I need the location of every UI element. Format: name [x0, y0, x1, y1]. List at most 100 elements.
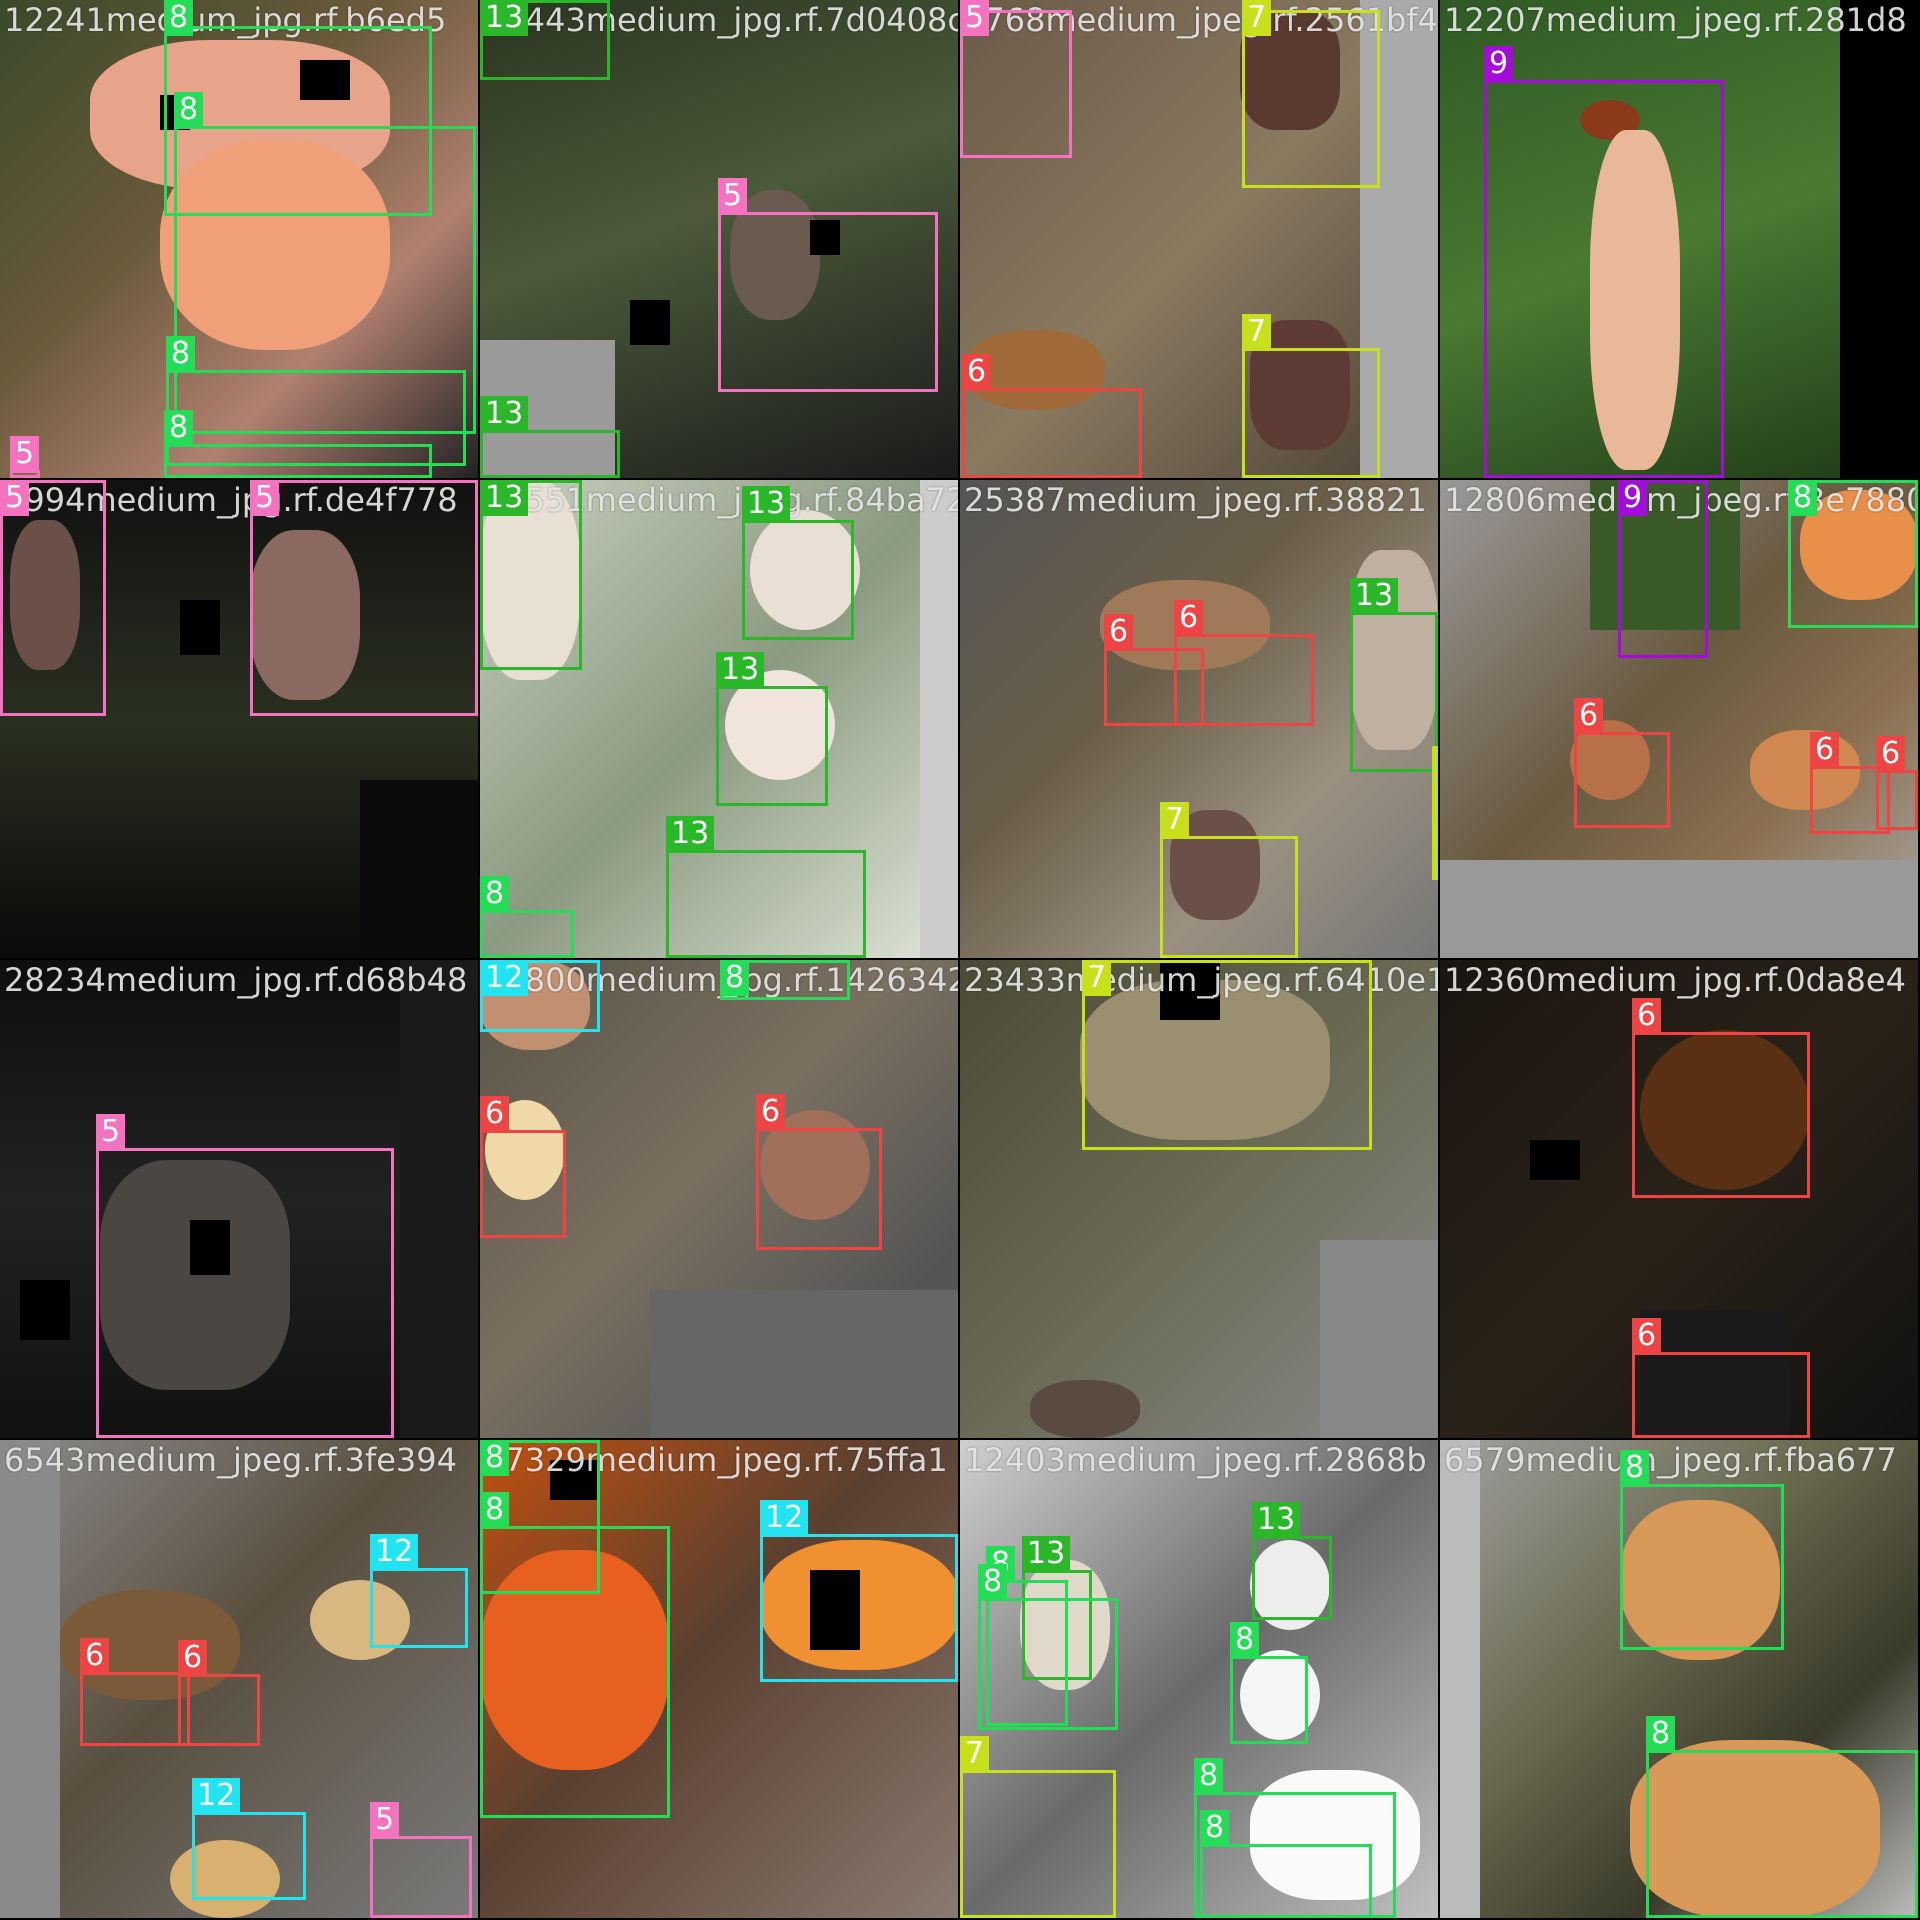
- class-label: 13: [480, 0, 529, 36]
- bounding-box: [1200, 1844, 1372, 1918]
- bounding-box: [1242, 348, 1380, 478]
- class-label: 6: [1876, 736, 1906, 772]
- class-label: 8: [720, 960, 750, 996]
- photo-region: [550, 1460, 600, 1500]
- bounding-box: [1632, 1032, 1810, 1198]
- mosaic-tile: 28234medium_jpg.rf.d68b48 5: [0, 960, 478, 1438]
- class-label: 13: [1252, 1502, 1301, 1538]
- bounding-box: [174, 126, 476, 434]
- class-label: 8: [1194, 1758, 1224, 1794]
- bounding-box: [178, 1674, 260, 1746]
- photo-region: [1440, 860, 1918, 958]
- mosaic-tile: 12241medium_jpg.rf.b6ed5888813885: [0, 0, 478, 478]
- image-filename: 1994medium_jpg.rf.de4f778: [4, 481, 458, 519]
- bounding-box: [1620, 1484, 1784, 1650]
- photo-region: [1640, 1310, 1790, 1438]
- class-label: 5: [960, 0, 990, 36]
- class-label: 6: [1174, 600, 1204, 636]
- image-filename: 6579medium_jpeg.rf.fba677: [1444, 1441, 1897, 1479]
- bounding-box: [1082, 960, 1372, 1150]
- photo-region: [920, 480, 958, 958]
- class-label: 8: [480, 876, 510, 912]
- image-filename: 23433medium_jpeg.rf.6410e1: [964, 961, 1438, 999]
- class-label: 6: [1810, 732, 1840, 768]
- class-label: 9: [1618, 480, 1648, 516]
- mosaic-tile: 19443medium_jpg.rf.7d0408c7f 5 13 13: [480, 0, 958, 478]
- photo-region: [750, 510, 860, 630]
- image-filename: 6543medium_jpeg.rf.3fe394: [4, 1441, 457, 1479]
- bounding-box: [164, 26, 432, 216]
- bounding-box: [480, 960, 600, 1032]
- class-label: 8: [1646, 1716, 1676, 1752]
- photo-region: [810, 1570, 860, 1650]
- class-label: 13: [666, 816, 715, 852]
- class-label: 6: [1574, 698, 1604, 734]
- photo-region: [300, 60, 350, 100]
- bounding-box: [370, 1836, 472, 1918]
- mosaic-tile: 12207medium_jpeg.rf.281d8 9: [1440, 0, 1918, 478]
- image-filename: 19443medium_jpg.rf.7d0408c7f: [484, 1, 958, 39]
- image-filename: 28234medium_jpg.rf.d68b48: [4, 961, 468, 999]
- mosaic-tile: 26800medium_jpg.rf.1426342112668: [480, 960, 958, 1438]
- bounding-box: [1618, 480, 1708, 658]
- bounding-box: [986, 1580, 1068, 1726]
- class-label: 13: [480, 396, 529, 432]
- bounding-box: [978, 1598, 1118, 1730]
- photo-region: [1250, 1770, 1420, 1900]
- class-label: 5: [0, 480, 30, 516]
- class-label: 7: [1432, 746, 1438, 782]
- bounding-box: [1432, 780, 1438, 880]
- image-filename: 17329medium_jpeg.rf.75ffa1: [484, 1441, 948, 1479]
- photo-region: [190, 1220, 230, 1275]
- bounding-box: [1104, 648, 1204, 726]
- class-label: 12: [370, 1534, 419, 1570]
- mosaic-tile: 3768medium_jpeg.rf.2561bf4 5 7 7 6: [960, 0, 1438, 478]
- photo-region: [1750, 730, 1860, 810]
- photo-region: [400, 960, 478, 1438]
- photo-region: [1250, 1540, 1330, 1630]
- class-label: 7: [960, 1736, 990, 1772]
- class-label: 8: [174, 92, 204, 128]
- class-label: 5: [370, 1802, 400, 1838]
- bounding-box: [1646, 1750, 1918, 1918]
- class-label: 8: [978, 1564, 1008, 1600]
- image-filename: 12360medium_jpg.rf.0da8e4: [1444, 961, 1906, 999]
- class-label: 7: [1242, 314, 1272, 350]
- bounding-box: [192, 1812, 306, 1900]
- class-label: 13: [1350, 578, 1399, 614]
- bounding-box: [960, 1770, 1116, 1918]
- class-label: 6: [1632, 1318, 1662, 1354]
- bounding-box: [962, 388, 1142, 478]
- class-label: 13: [1022, 1536, 1071, 1572]
- class-label: 5: [718, 178, 748, 214]
- class-label: 6: [80, 1638, 110, 1674]
- bounding-box: [1242, 10, 1380, 188]
- photo-region: [1440, 1440, 1480, 1918]
- bounding-box: [0, 480, 106, 716]
- bounding-box: [250, 480, 478, 716]
- photo-region: [20, 1280, 70, 1340]
- image-filename: 25387medium_jpeg.rf.38821: [964, 481, 1427, 519]
- bounding-box: [1174, 634, 1314, 726]
- class-label: 13: [742, 486, 791, 522]
- class-label: 7: [1242, 0, 1272, 36]
- image-filename: 3768medium_jpeg.rf.2561bf4: [964, 1, 1438, 39]
- bounding-box: [480, 1130, 566, 1238]
- bounding-box: [666, 850, 866, 958]
- bounding-box: [960, 10, 1072, 158]
- bounding-box: [756, 1128, 882, 1250]
- bounding-box: [80, 1672, 190, 1746]
- mosaic-tile: 6579medium_jpeg.rf.fba677 8 8: [1440, 1440, 1918, 1918]
- class-label: 6: [1104, 614, 1134, 650]
- photo-region: [1320, 1240, 1438, 1438]
- photo-region: [630, 300, 670, 345]
- class-label: 5: [250, 480, 280, 516]
- image-filename: 12241medium_jpg.rf.b6ed5: [4, 1, 447, 39]
- bounding-box: [742, 520, 854, 640]
- class-label: 6: [1632, 998, 1662, 1034]
- bounding-box: [96, 1148, 394, 1438]
- photo-region: [1630, 1740, 1880, 1918]
- class-label: 6: [756, 1094, 786, 1130]
- bounding-box: [1252, 1536, 1332, 1620]
- bounding-box: [1160, 836, 1298, 958]
